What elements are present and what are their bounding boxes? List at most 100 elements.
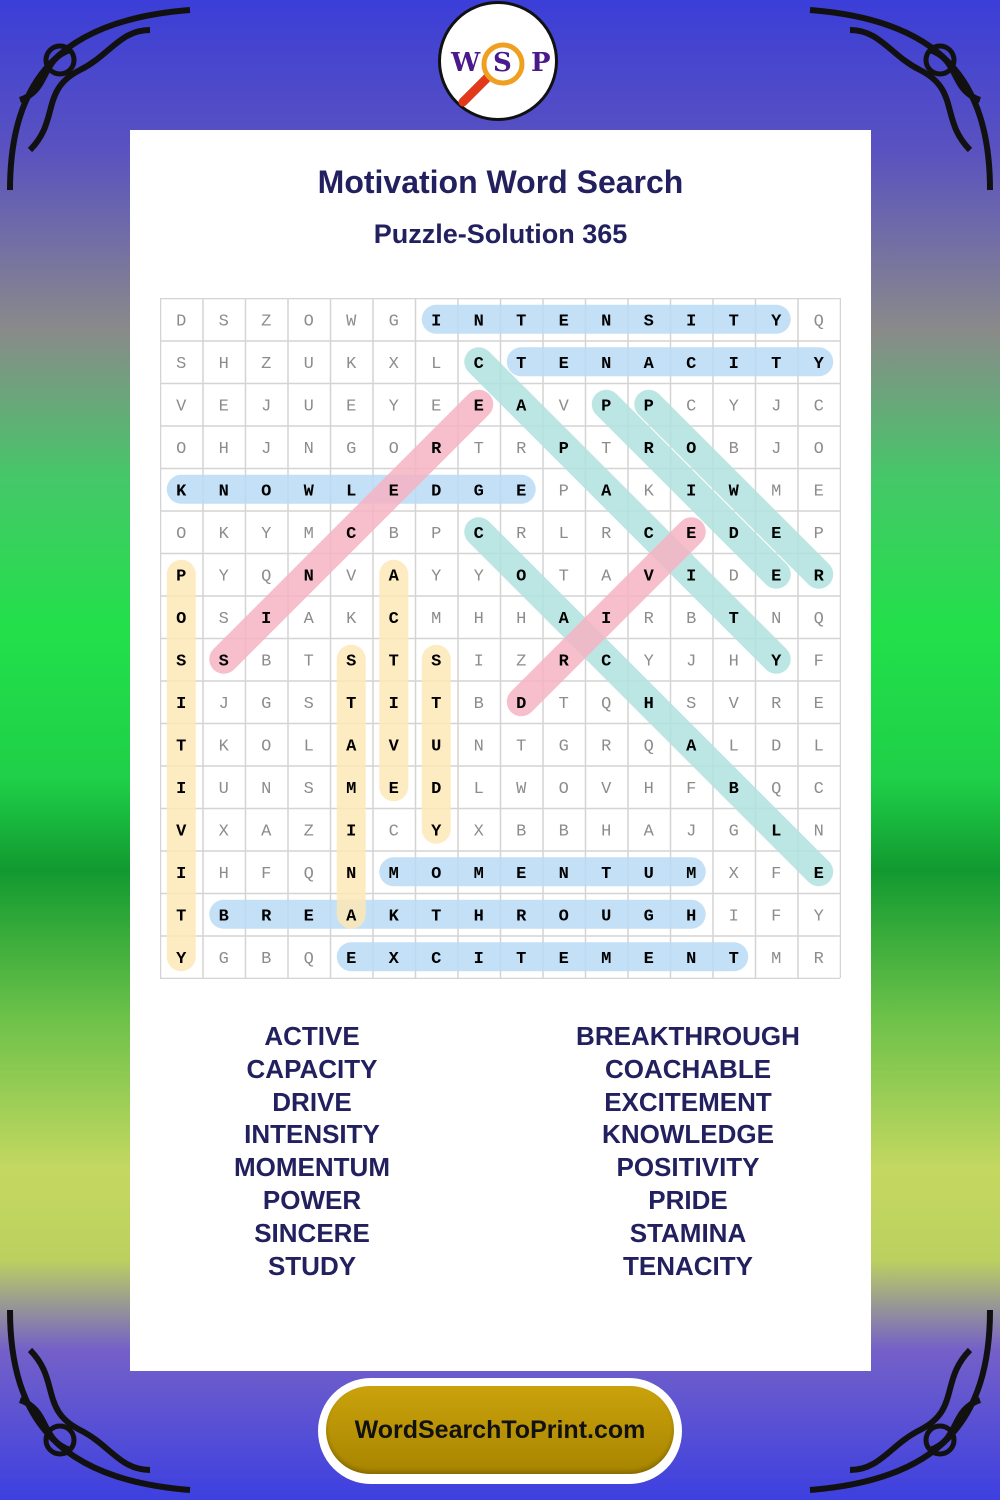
grid-cell-letter[interactable]: R — [559, 652, 570, 671]
grid-cell-letter[interactable]: T — [729, 312, 739, 331]
grid-cell-letter[interactable]: A — [346, 907, 357, 926]
grid-cell-letter[interactable]: Q — [814, 610, 824, 629]
grid-cell-letter[interactable]: J — [261, 440, 271, 459]
grid-cell-letter[interactable]: W — [346, 312, 357, 331]
grid-cell-letter[interactable]: Q — [644, 737, 654, 756]
grid-cell-letter[interactable]: N — [304, 567, 314, 586]
grid-cell-letter[interactable]: G — [261, 695, 271, 714]
grid-cell-letter[interactable]: E — [771, 525, 781, 544]
grid-cell-letter[interactable]: N — [346, 865, 356, 884]
grid-cell-letter[interactable]: U — [219, 780, 229, 799]
grid-cell-letter[interactable]: M — [304, 525, 314, 544]
grid-cell-letter[interactable]: I — [176, 780, 186, 799]
grid-cell-letter[interactable]: Y — [771, 652, 782, 671]
grid-cell-letter[interactable]: I — [261, 610, 271, 629]
grid-cell-letter[interactable]: Y — [729, 397, 739, 416]
grid-cell-letter[interactable]: P — [559, 440, 569, 459]
grid-cell-letter[interactable]: B — [474, 695, 484, 714]
grid-cell-letter[interactable]: M — [601, 950, 611, 969]
grid-cell-letter[interactable]: S — [219, 312, 229, 331]
grid-cell-letter[interactable]: E — [814, 865, 824, 884]
grid-cell-letter[interactable]: T — [431, 907, 441, 926]
grid-cell-letter[interactable]: X — [219, 822, 229, 841]
grid-cell-letter[interactable]: J — [771, 440, 781, 459]
grid-cell-letter[interactable]: U — [304, 355, 314, 374]
grid-cell-letter[interactable]: C — [474, 355, 484, 374]
grid-cell-letter[interactable]: T — [516, 737, 526, 756]
grid-cell-letter[interactable]: A — [389, 567, 400, 586]
grid-cell-letter[interactable]: N — [219, 482, 229, 501]
grid-cell-letter[interactable]: L — [346, 482, 356, 501]
grid-cell-letter[interactable]: C — [431, 950, 441, 969]
grid-cell-letter[interactable]: G — [729, 822, 739, 841]
grid-cell-letter[interactable]: Y — [261, 525, 271, 544]
grid-cell-letter[interactable]: D — [431, 482, 441, 501]
grid-cell-letter[interactable]: A — [644, 822, 655, 841]
grid-cell-letter[interactable]: E — [304, 907, 314, 926]
grid-cell-letter[interactable]: I — [686, 482, 696, 501]
grid-cell-letter[interactable]: K — [219, 737, 230, 756]
grid-cell-letter[interactable]: R — [644, 440, 655, 459]
grid-cell-letter[interactable]: B — [219, 907, 229, 926]
grid-cell-letter[interactable]: K — [389, 907, 400, 926]
grid-cell-letter[interactable]: I — [431, 312, 441, 331]
grid-cell-letter[interactable]: I — [686, 567, 696, 586]
grid-cell-letter[interactable]: G — [346, 440, 356, 459]
grid-cell-letter[interactable]: E — [516, 865, 526, 884]
grid-cell-letter[interactable]: P — [601, 397, 611, 416]
grid-cell-letter[interactable]: S — [304, 695, 314, 714]
grid-cell-letter[interactable]: F — [771, 907, 781, 926]
grid-cell-letter[interactable]: O — [261, 737, 271, 756]
grid-cell-letter[interactable]: V — [729, 695, 740, 714]
grid-cell-letter[interactable]: O — [176, 525, 186, 544]
grid-cell-letter[interactable]: E — [516, 482, 526, 501]
grid-cell-letter[interactable]: Y — [644, 652, 654, 671]
grid-cell-letter[interactable]: M — [686, 865, 696, 884]
grid-cell-letter[interactable]: U — [644, 865, 654, 884]
grid-cell-letter[interactable]: E — [644, 950, 654, 969]
grid-cell-letter[interactable]: F — [814, 652, 824, 671]
grid-cell-letter[interactable]: B — [686, 610, 696, 629]
grid-cell-letter[interactable]: P — [814, 525, 824, 544]
grid-cell-letter[interactable]: C — [389, 822, 399, 841]
grid-cell-letter[interactable]: J — [686, 652, 696, 671]
grid-cell-letter[interactable]: R — [431, 440, 442, 459]
grid-cell-letter[interactable]: H — [219, 865, 229, 884]
grid-cell-letter[interactable]: O — [559, 780, 569, 799]
grid-cell-letter[interactable]: A — [686, 737, 697, 756]
grid-cell-letter[interactable]: J — [686, 822, 696, 841]
grid-cell-letter[interactable]: I — [474, 652, 484, 671]
grid-cell-letter[interactable]: P — [176, 567, 186, 586]
grid-cell-letter[interactable]: C — [389, 610, 399, 629]
grid-cell-letter[interactable]: T — [176, 737, 186, 756]
grid-cell-letter[interactable]: Y — [771, 312, 782, 331]
grid-cell-letter[interactable]: T — [304, 652, 314, 671]
grid-cell-letter[interactable]: Q — [601, 695, 611, 714]
grid-cell-letter[interactable]: T — [176, 907, 186, 926]
grid-cell-letter[interactable]: O — [389, 440, 399, 459]
grid-cell-letter[interactable]: N — [814, 822, 824, 841]
grid-cell-letter[interactable]: E — [686, 525, 696, 544]
grid-cell-letter[interactable]: W — [304, 482, 315, 501]
word-search-grid[interactable]: D S Z O W G I N T E N S I T Y Q S H Z U K X L C T E N A C I T Y V E J U E Y E E… — [160, 298, 841, 979]
grid-cell-letter[interactable]: G — [474, 482, 484, 501]
site-link-label[interactable]: WordSearchToPrint.com — [326, 1386, 674, 1474]
grid-cell-letter[interactable]: X — [474, 822, 484, 841]
grid-cell-letter[interactable]: Y — [219, 567, 229, 586]
grid-cell-letter[interactable]: L — [729, 737, 739, 756]
grid-cell-letter[interactable]: N — [601, 312, 611, 331]
grid-cell-letter[interactable]: P — [559, 482, 569, 501]
grid-cell-letter[interactable]: B — [729, 440, 739, 459]
grid-cell-letter[interactable]: T — [516, 950, 526, 969]
grid-cell-letter[interactable]: R — [601, 737, 611, 756]
grid-cell-letter[interactable]: M — [771, 950, 781, 969]
grid-cell-letter[interactable]: C — [814, 780, 824, 799]
grid-cell-letter[interactable]: A — [601, 567, 612, 586]
grid-cell-letter[interactable]: T — [516, 312, 526, 331]
grid-cell-letter[interactable]: S — [304, 780, 314, 799]
grid-cell-letter[interactable]: I — [729, 355, 739, 374]
grid-cell-letter[interactable]: O — [516, 567, 526, 586]
grid-cell-letter[interactable]: B — [516, 822, 526, 841]
grid-cell-letter[interactable]: Q — [814, 312, 824, 331]
grid-cell-letter[interactable]: E — [474, 397, 484, 416]
